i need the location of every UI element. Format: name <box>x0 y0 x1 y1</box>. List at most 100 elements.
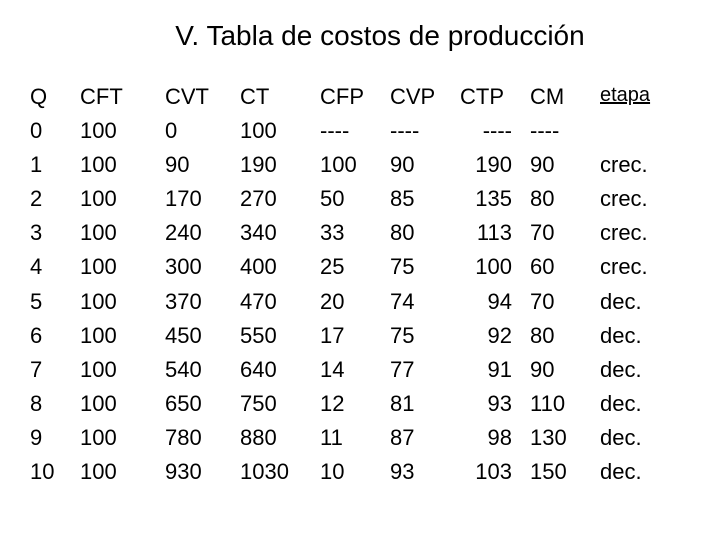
cell-cft: 100 <box>80 319 165 353</box>
cell-cvp: 77 <box>390 353 460 387</box>
cell-cft: 100 <box>80 421 165 455</box>
cell-cm: 90 <box>530 353 600 387</box>
table-row: 4100300400257510060crec. <box>30 250 690 284</box>
cell-cfp: 20 <box>320 285 390 319</box>
cost-table: Q CFT CVT CT CFP CVP CTP CM etapa 010001… <box>30 80 690 489</box>
cell-ctp: 98 <box>460 421 530 455</box>
cell-cm: 80 <box>530 319 600 353</box>
cell-cvt: 650 <box>165 387 240 421</box>
cell-ct: 470 <box>240 285 320 319</box>
cell-cvp: 85 <box>390 182 460 216</box>
cell-etapa: dec. <box>600 455 680 489</box>
cell-cft: 100 <box>80 387 165 421</box>
cell-ct: 100 <box>240 114 320 148</box>
col-header-cvp: CVP <box>390 80 460 114</box>
cell-ct: 750 <box>240 387 320 421</box>
col-header-q: Q <box>30 80 80 114</box>
table-header-row: Q CFT CVT CT CFP CVP CTP CM etapa <box>30 80 690 114</box>
cell-q: 9 <box>30 421 80 455</box>
cell-cm: 90 <box>530 148 600 182</box>
cell-q: 2 <box>30 182 80 216</box>
cell-cfp: 25 <box>320 250 390 284</box>
cell-ct: 270 <box>240 182 320 216</box>
col-header-cfp: CFP <box>320 80 390 114</box>
cell-etapa: crec. <box>600 250 680 284</box>
cell-etapa <box>600 114 680 148</box>
cell-cvp: 87 <box>390 421 460 455</box>
cell-etapa: dec. <box>600 421 680 455</box>
table-row: 1100901901009019090crec. <box>30 148 690 182</box>
cell-q: 7 <box>30 353 80 387</box>
cell-q: 3 <box>30 216 80 250</box>
cell-ctp: 190 <box>460 148 530 182</box>
cell-cfp: 11 <box>320 421 390 455</box>
cell-cm: ---- <box>530 114 600 148</box>
cell-cft: 100 <box>80 114 165 148</box>
cell-cvp: 75 <box>390 250 460 284</box>
cell-ctp: ---- <box>460 114 530 148</box>
cell-cfp: 33 <box>320 216 390 250</box>
col-header-cft: CFT <box>80 80 165 114</box>
table-row: 9100780880118798130dec. <box>30 421 690 455</box>
cell-cm: 70 <box>530 285 600 319</box>
cell-etapa: crec. <box>600 216 680 250</box>
cell-ctp: 93 <box>460 387 530 421</box>
cell-ctp: 100 <box>460 250 530 284</box>
cell-ctp: 135 <box>460 182 530 216</box>
cell-cft: 100 <box>80 285 165 319</box>
cell-q: 6 <box>30 319 80 353</box>
cell-cfp: 50 <box>320 182 390 216</box>
cell-cvp: 81 <box>390 387 460 421</box>
cell-cvt: 450 <box>165 319 240 353</box>
cell-ctp: 91 <box>460 353 530 387</box>
cell-cfp: 14 <box>320 353 390 387</box>
col-header-cm: CM <box>530 80 600 114</box>
cell-cvt: 540 <box>165 353 240 387</box>
cell-cvt: 170 <box>165 182 240 216</box>
cell-cm: 130 <box>530 421 600 455</box>
cell-cfp: ---- <box>320 114 390 148</box>
cell-cvt: 0 <box>165 114 240 148</box>
cell-cvp: 80 <box>390 216 460 250</box>
cell-cm: 110 <box>530 387 600 421</box>
cell-ctp: 92 <box>460 319 530 353</box>
cell-q: 8 <box>30 387 80 421</box>
col-header-ct: CT <box>240 80 320 114</box>
table-row: 510037047020749470dec. <box>30 285 690 319</box>
cell-q: 10 <box>30 455 80 489</box>
cell-q: 4 <box>30 250 80 284</box>
cell-cm: 70 <box>530 216 600 250</box>
cell-ct: 640 <box>240 353 320 387</box>
cell-cfp: 12 <box>320 387 390 421</box>
cell-cm: 150 <box>530 455 600 489</box>
table-body: 01000100----------------1100901901009019… <box>30 114 690 489</box>
page-title: V. Tabla de costos de producción <box>70 20 690 52</box>
cell-etapa: dec. <box>600 387 680 421</box>
col-header-etapa: etapa <box>600 80 680 114</box>
cell-cfp: 10 <box>320 455 390 489</box>
cell-etapa: dec. <box>600 353 680 387</box>
cell-q: 1 <box>30 148 80 182</box>
table-row: 2100170270508513580crec. <box>30 182 690 216</box>
cell-ct: 340 <box>240 216 320 250</box>
cell-ct: 550 <box>240 319 320 353</box>
cell-cvt: 370 <box>165 285 240 319</box>
cell-cvp: 74 <box>390 285 460 319</box>
cell-ctp: 94 <box>460 285 530 319</box>
cell-ct: 1030 <box>240 455 320 489</box>
cell-cvt: 930 <box>165 455 240 489</box>
cell-etapa: crec. <box>600 148 680 182</box>
cell-cft: 100 <box>80 455 165 489</box>
cell-cvp: 75 <box>390 319 460 353</box>
cell-ctp: 103 <box>460 455 530 489</box>
table-row: 3100240340338011370crec. <box>30 216 690 250</box>
table-row: 610045055017759280dec. <box>30 319 690 353</box>
cell-cfp: 100 <box>320 148 390 182</box>
cell-q: 5 <box>30 285 80 319</box>
col-header-ctp: CTP <box>460 80 530 114</box>
table-row: 8100650750128193110dec. <box>30 387 690 421</box>
cell-cvp: 90 <box>390 148 460 182</box>
cell-cm: 80 <box>530 182 600 216</box>
cell-ct: 190 <box>240 148 320 182</box>
cell-cft: 100 <box>80 250 165 284</box>
